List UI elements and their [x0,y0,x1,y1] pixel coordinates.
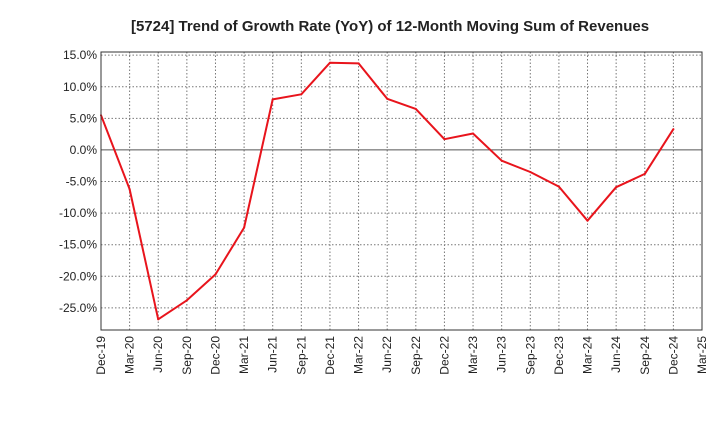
x-tick-label: Sep-23 [523,336,537,375]
plot-area [101,52,702,330]
data-point [672,128,675,131]
data-point [300,93,303,96]
data-point [586,219,589,222]
y-tick-label: -5.0% [66,175,98,189]
x-tick-label: Dec-20 [208,336,222,375]
y-tick-label: 5.0% [70,111,98,125]
y-tick-label: -10.0% [59,206,97,220]
y-tick-label: 0.0% [70,143,98,157]
y-tick-label: -20.0% [59,269,97,283]
data-point [329,61,331,64]
y-tick-label: 10.0% [63,80,97,94]
data-point [357,62,360,65]
horizontal-gridlines [101,54,702,309]
x-tick-label: Mar-20 [123,336,137,374]
x-tick-label: Dec-23 [552,336,566,375]
data-point [414,107,417,110]
plot-frame [100,51,703,331]
data-point [529,171,532,173]
x-tick-label: Dec-22 [437,336,451,375]
x-tick-label: Mar-25 [695,336,709,374]
data-point [185,299,188,302]
data-point [615,186,618,189]
data-point [557,185,560,188]
vertical-gridlines [129,52,674,330]
x-tick-label: Mar-22 [352,336,366,374]
data-point [243,226,246,229]
y-tick-label: -25.0% [59,301,97,315]
data-point [472,132,474,135]
x-tick-label: Sep-22 [409,336,423,375]
data-point [443,138,446,141]
data-point [500,159,503,162]
x-tick-label: Mar-24 [581,336,595,374]
y-tick-label: -15.0% [59,238,97,252]
chart-title: [5724] Trend of Growth Rate (YoY) of 12-… [131,18,649,35]
data-point [643,172,646,175]
y-tick-labels: 15.0% 10.0% 5.0% 0.0% -5.0% -10.0% -15.0% -20.0… [59,48,97,315]
x-tick-label: Dec-19 [94,336,108,375]
x-tick-label: Sep-20 [180,336,194,375]
x-tick-label: Sep-21 [294,336,308,375]
x-tick-label: Jun-24 [609,336,623,373]
data-point [386,97,389,100]
x-tick-label: Dec-21 [323,336,337,375]
x-tick-label: Jun-23 [495,336,509,373]
x-tick-label: Mar-23 [466,336,480,374]
series-group [100,61,675,321]
x-tick-label: Sep-24 [638,336,652,375]
x-tick-label: Dec-24 [666,336,680,375]
x-tick-label: Jun-22 [380,336,394,373]
y-tick-label: 15.0% [63,48,97,62]
x-tick-label: Mar-21 [237,336,251,374]
data-point [271,98,274,101]
x-tick-label: Jun-21 [266,336,280,373]
x-tick-labels: Dec-19 Mar-20 Jun-20 Sep-20 Dec-20 Mar-21 Jun-… [94,336,709,375]
x-tick-label: Jun-20 [151,336,165,373]
data-point [128,188,131,191]
data-point [157,318,160,321]
data-point [214,273,217,276]
